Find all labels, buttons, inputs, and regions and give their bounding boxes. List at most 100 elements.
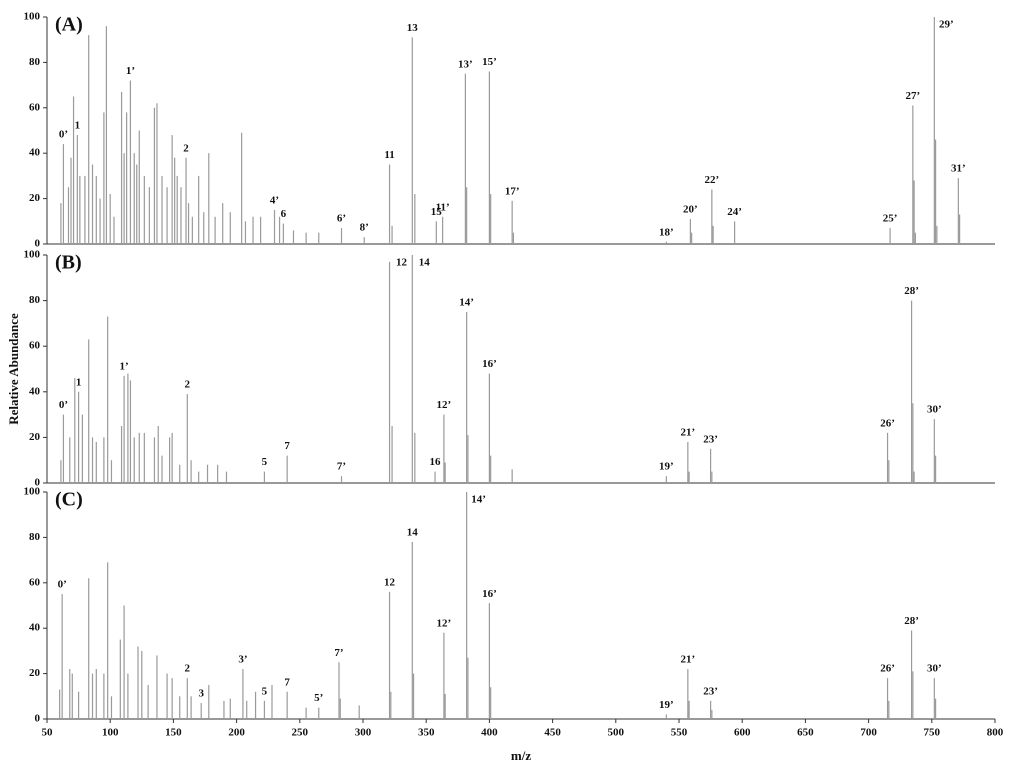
y-tick-label: 0	[35, 477, 41, 489]
y-tick-label: 100	[24, 11, 41, 23]
peak-label: 19’	[659, 699, 674, 711]
peak-label: 5	[262, 456, 268, 468]
peak-label: 14	[407, 526, 419, 538]
peak-label: 26’	[880, 417, 895, 429]
y-tick-label: 80	[29, 531, 41, 543]
x-tick-label: 450	[544, 727, 561, 739]
peak-label: 14’	[471, 494, 486, 506]
peak-label: 7’	[337, 461, 346, 473]
peak-label: 23’	[703, 433, 718, 445]
x-tick-label: 700	[860, 727, 877, 739]
y-tick-label: 80	[29, 56, 41, 68]
peak-label: 30’	[927, 404, 942, 416]
panel-label: (B)	[55, 252, 82, 274]
peak-label: 12’	[437, 399, 452, 411]
peak-label: 4’	[270, 194, 279, 206]
y-tick-label: 40	[29, 622, 41, 634]
peak-label: 11	[384, 149, 394, 161]
x-tick-label: 100	[102, 727, 119, 739]
peak-label: 12’	[437, 617, 452, 629]
peak-label: 13’	[458, 58, 473, 70]
y-tick-label: 0	[35, 713, 41, 725]
peak-label: 22’	[705, 174, 720, 186]
peak-label: 30’	[927, 663, 942, 675]
peak-label: 11’	[436, 201, 450, 213]
x-tick-label: 750	[924, 727, 941, 739]
peak-label: 0’	[59, 129, 68, 141]
y-tick-label: 60	[29, 576, 41, 588]
y-tick-label: 60	[29, 340, 41, 352]
peak-label: 23’	[703, 685, 718, 697]
x-tick-label: 150	[165, 727, 182, 739]
peak-label: 2	[185, 663, 191, 675]
peak-label: 27’	[906, 90, 921, 102]
x-tick-label: 350	[418, 727, 435, 739]
peak-label: 6	[281, 208, 287, 220]
peak-label: 16’	[482, 358, 497, 370]
y-tick-label: 20	[29, 431, 41, 443]
peak-label: 7’	[334, 647, 343, 659]
x-tick-label: 400	[481, 727, 498, 739]
y-tick-label: 100	[24, 486, 41, 498]
peak-label: 0’	[59, 399, 68, 411]
peak-label: 28’	[904, 285, 919, 297]
peak-label: 16	[430, 456, 442, 468]
peak-label: 1	[76, 376, 82, 388]
peak-label: 13	[407, 22, 419, 34]
peak-label: 31’	[951, 163, 966, 175]
peak-label: 7	[284, 440, 290, 452]
y-axis-label: Relative Abundance	[6, 313, 21, 425]
peak-label: 1’	[120, 360, 129, 372]
x-tick-label: 650	[797, 727, 814, 739]
peak-label: 5	[262, 685, 268, 697]
peak-label: 15’	[482, 56, 497, 68]
y-tick-label: 80	[29, 294, 41, 306]
peak-label: 1	[75, 120, 81, 132]
x-tick-label: 300	[355, 727, 372, 739]
y-tick-label: 60	[29, 101, 41, 113]
peak-label: 3’	[238, 654, 247, 666]
peak-label: 15	[431, 206, 443, 218]
peak-label: 14	[419, 257, 431, 269]
peak-label: 26’	[880, 663, 895, 675]
x-tick-label: 800	[987, 727, 1004, 739]
peak-label: 29’	[939, 19, 954, 31]
peak-label: 6’	[337, 213, 346, 225]
peak-label: 21’	[681, 426, 696, 438]
x-tick-label: 600	[734, 727, 751, 739]
peak-label: 3	[198, 688, 204, 700]
y-tick-label: 100	[24, 249, 41, 261]
x-tick-label: 50	[42, 727, 54, 739]
peak-label: 28’	[904, 615, 919, 627]
peak-label: 17’	[505, 185, 520, 197]
peak-label: 1’	[126, 65, 135, 77]
peak-label: 7	[284, 676, 290, 688]
peak-label: 21’	[681, 654, 696, 666]
peak-label: 18’	[659, 226, 674, 238]
panel-label: (C)	[55, 489, 83, 511]
peak-label: 12	[384, 576, 396, 588]
x-axis-label: m/z	[511, 748, 531, 763]
y-tick-label: 0	[35, 238, 41, 250]
peak-label: 2	[183, 142, 189, 154]
peak-label: 19’	[659, 461, 674, 473]
y-tick-label: 40	[29, 147, 41, 159]
x-tick-label: 500	[608, 727, 625, 739]
x-tick-label: 550	[671, 727, 688, 739]
y-tick-label: 20	[29, 192, 41, 204]
peak-label: 8’	[360, 222, 369, 234]
x-tick-label: 200	[228, 727, 245, 739]
x-tick-label: 250	[292, 727, 309, 739]
peak-label: 24’	[727, 206, 742, 218]
y-tick-label: 20	[29, 667, 41, 679]
peak-label: 12	[396, 257, 408, 269]
peak-label: 16’	[482, 588, 497, 600]
y-tick-label: 40	[29, 385, 41, 397]
peak-label: 5’	[314, 692, 323, 704]
peak-label: 20’	[683, 204, 698, 216]
peak-label: 0’	[58, 579, 67, 591]
panel-label: (A)	[55, 14, 83, 36]
peak-label: 25’	[883, 213, 898, 225]
peak-label: 14’	[459, 297, 474, 309]
